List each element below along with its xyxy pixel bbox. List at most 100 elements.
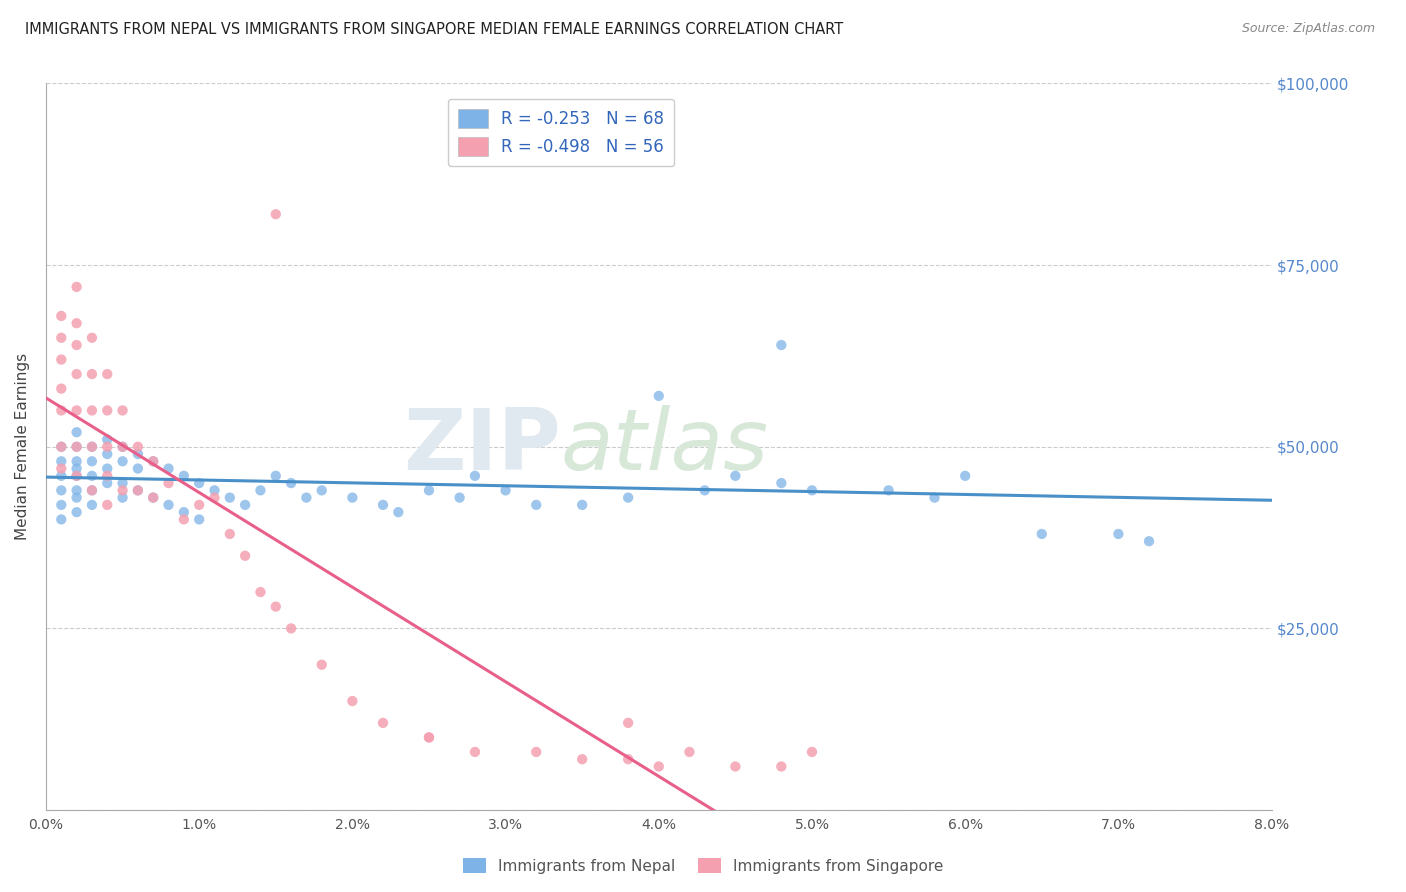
Point [111, 403, 134, 417]
Point [51, 468, 73, 483]
Point [387, 505, 409, 519]
Point [51, 483, 73, 498]
Point [218, 527, 240, 541]
Point [571, 752, 593, 766]
Point [51, 352, 73, 367]
Point [96, 403, 118, 417]
Point [80, 483, 103, 498]
Point [157, 498, 180, 512]
Point [96, 498, 118, 512]
Point [617, 752, 640, 766]
Point [127, 447, 149, 461]
Y-axis label: Median Female Earnings: Median Female Earnings [15, 353, 30, 541]
Point [264, 207, 287, 221]
Point [65, 425, 87, 440]
Point [96, 461, 118, 475]
Point [295, 491, 318, 505]
Point [188, 512, 211, 526]
Point [80, 454, 103, 468]
Point [65, 403, 87, 417]
Point [80, 331, 103, 345]
Text: ZIP: ZIP [404, 405, 561, 488]
Text: IMMIGRANTS FROM NEPAL VS IMMIGRANTS FROM SINGAPORE MEDIAN FEMALE EARNINGS CORREL: IMMIGRANTS FROM NEPAL VS IMMIGRANTS FROM… [25, 22, 844, 37]
Point [218, 491, 240, 505]
Point [188, 498, 211, 512]
Point [770, 476, 793, 491]
Point [924, 491, 946, 505]
Point [65, 468, 87, 483]
Point [693, 483, 716, 498]
Point [342, 694, 364, 708]
Point [65, 468, 87, 483]
Point [678, 745, 700, 759]
Point [264, 468, 287, 483]
Point [648, 389, 671, 403]
Point [280, 621, 302, 635]
Point [111, 440, 134, 454]
Point [801, 483, 824, 498]
Point [65, 440, 87, 454]
Point [233, 498, 256, 512]
Point [371, 715, 394, 730]
Point [65, 367, 87, 381]
Point [111, 483, 134, 498]
Point [96, 433, 118, 447]
Text: atlas: atlas [561, 405, 769, 488]
Point [80, 440, 103, 454]
Point [127, 440, 149, 454]
Point [51, 440, 73, 454]
Point [173, 512, 195, 526]
Point [111, 454, 134, 468]
Point [65, 454, 87, 468]
Point [157, 476, 180, 491]
Point [770, 338, 793, 352]
Point [142, 491, 165, 505]
Point [264, 599, 287, 614]
Point [617, 491, 640, 505]
Point [65, 280, 87, 294]
Point [418, 483, 440, 498]
Point [371, 498, 394, 512]
Point [464, 468, 486, 483]
Point [51, 440, 73, 454]
Point [418, 731, 440, 745]
Point [111, 491, 134, 505]
Point [51, 461, 73, 475]
Point [1031, 527, 1053, 541]
Point [1137, 534, 1160, 549]
Point [127, 461, 149, 475]
Point [80, 367, 103, 381]
Point [142, 454, 165, 468]
Point [418, 731, 440, 745]
Point [801, 745, 824, 759]
Legend: Immigrants from Nepal, Immigrants from Singapore: Immigrants from Nepal, Immigrants from S… [457, 852, 949, 880]
Point [80, 498, 103, 512]
Point [204, 491, 226, 505]
Point [96, 440, 118, 454]
Point [51, 403, 73, 417]
Point [51, 382, 73, 396]
Point [524, 745, 547, 759]
Point [311, 483, 333, 498]
Point [51, 331, 73, 345]
Legend: R = -0.253   N = 68, R = -0.498   N = 56: R = -0.253 N = 68, R = -0.498 N = 56 [447, 99, 673, 166]
Point [111, 476, 134, 491]
Point [111, 440, 134, 454]
Point [127, 483, 149, 498]
Point [311, 657, 333, 672]
Point [173, 468, 195, 483]
Point [1107, 527, 1129, 541]
Point [80, 403, 103, 417]
Point [204, 483, 226, 498]
Point [142, 454, 165, 468]
Point [157, 461, 180, 475]
Point [617, 715, 640, 730]
Point [65, 338, 87, 352]
Point [233, 549, 256, 563]
Point [648, 759, 671, 773]
Point [877, 483, 900, 498]
Point [342, 491, 364, 505]
Point [724, 468, 747, 483]
Point [51, 309, 73, 323]
Point [188, 476, 211, 491]
